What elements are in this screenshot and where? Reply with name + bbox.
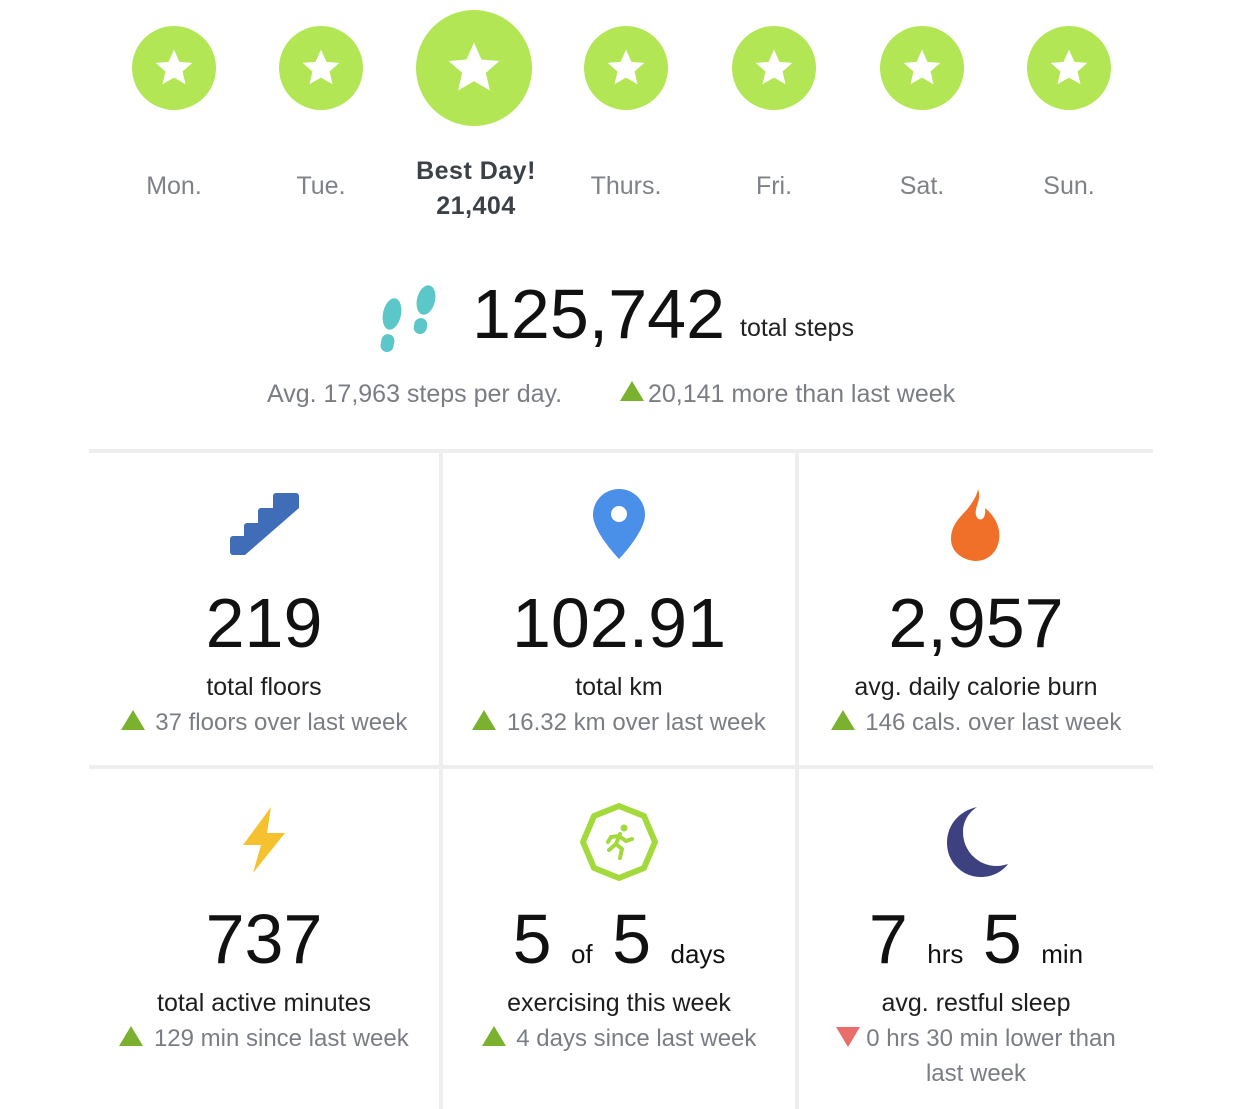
sleep-comparison-text: 0 hrs 30 min lower than last week <box>866 1025 1116 1087</box>
sleep-minutes-unit: min <box>1041 939 1084 969</box>
goal-star-badge <box>132 26 216 110</box>
best-day-label: Best Day! <box>416 157 536 185</box>
sleep-hours-unit: hrs <box>927 939 964 969</box>
footsteps-icon <box>380 285 436 353</box>
day-label: Fri. <box>755 172 793 200</box>
goal-star-badge <box>279 26 363 110</box>
exercise-runner-icon <box>580 803 658 881</box>
exercise-days-goal: 5 <box>612 900 652 978</box>
floors-label: total floors <box>206 673 322 701</box>
exercise-days-comparison: 4 days since last week <box>443 1021 795 1056</box>
distance-comparison: 16.32 km over last week <box>443 705 795 740</box>
trend-up-icon <box>830 709 855 730</box>
stat-icon-wrap <box>799 805 1153 879</box>
stats-grid: 219 total floors 37 floors over last wee… <box>89 449 1153 1109</box>
star-icon <box>155 49 193 85</box>
active-minutes-label: total active minutes <box>157 989 371 1017</box>
calories-comparison-text: 146 cals. over last week <box>865 709 1122 736</box>
exercise-days-comparison-text: 4 days since last week <box>516 1025 757 1052</box>
grid-divider <box>795 449 799 1109</box>
weekly-goal-row: Mon. Tue. Best Day! 21,404 Thurs. Fri. S… <box>0 0 1242 240</box>
day-mon[interactable]: Mon. <box>132 26 216 226</box>
day-label: Sat. <box>899 172 945 200</box>
stat-icon-wrap <box>443 487 795 561</box>
stat-icon-wrap <box>89 805 439 875</box>
day-label: Thurs. <box>590 172 662 200</box>
stat-floors[interactable]: 219 total floors 37 floors over last wee… <box>89 453 439 765</box>
sleep-label: avg. restful sleep <box>881 989 1071 1017</box>
active-minutes-comparison: 129 min since last week <box>89 1021 439 1056</box>
exercise-days-unit: days <box>670 939 726 969</box>
total-steps-summary: 125,742 total steps <box>0 270 1242 360</box>
exercise-days-label: exercising this week <box>507 989 731 1017</box>
trend-down-icon <box>836 1026 861 1047</box>
day-thu[interactable]: Thurs. <box>584 26 668 226</box>
star-icon <box>448 42 500 91</box>
floors-value: 219 <box>205 584 323 662</box>
star-icon <box>302 49 340 85</box>
sleep-value: 7 hrs 5 min <box>799 899 1153 979</box>
trend-up-icon <box>472 709 497 730</box>
stat-exercise-days[interactable]: 5 of 5 days exercising this week 4 days … <box>443 769 795 1109</box>
trend-up-icon <box>620 381 644 402</box>
day-wed-best[interactable]: Best Day! 21,404 <box>416 10 535 230</box>
stat-icon-wrap <box>89 491 439 557</box>
grid-divider <box>439 449 443 1109</box>
star-icon <box>1050 49 1088 85</box>
exercise-days-count: 5 <box>512 900 552 978</box>
floors-comparison: 37 floors over last week <box>89 705 439 740</box>
trend-up-icon <box>481 1025 506 1046</box>
star-icon <box>903 49 941 85</box>
active-minutes-comparison-text: 129 min since last week <box>153 1025 409 1052</box>
active-minutes-value: 737 <box>205 900 323 978</box>
day-label: Mon. <box>146 172 202 200</box>
steps-comparison-text: 20,141 more than last week <box>648 380 956 408</box>
exercise-of-label: of <box>570 939 593 969</box>
grid-divider <box>89 449 1153 453</box>
trend-up-icon <box>120 709 145 730</box>
distance-comparison-text: 16.32 km over last week <box>506 709 766 736</box>
total-steps-unit: total steps <box>740 314 854 342</box>
calories-comparison: 146 cals. over last week <box>799 705 1153 740</box>
location-pin-icon <box>593 489 645 559</box>
goal-star-badge <box>732 26 816 110</box>
avg-steps-text: Avg. 17,963 steps per day. <box>267 380 563 408</box>
exercise-days-value: 5 of 5 days <box>443 899 795 979</box>
day-label: Sun. <box>1043 172 1095 200</box>
day-sat[interactable]: Sat. <box>880 26 964 226</box>
floors-comparison-text: 37 floors over last week <box>155 709 408 736</box>
star-icon <box>755 49 793 85</box>
sleep-hours: 7 <box>868 900 908 978</box>
sleep-comparison: 0 hrs 30 min lower than last week <box>819 1021 1133 1091</box>
best-day-value: 21,404 <box>436 192 516 220</box>
trend-up-icon <box>119 1025 144 1046</box>
star-icon <box>607 49 645 85</box>
grid-divider <box>89 765 1153 769</box>
flame-icon <box>951 489 1000 561</box>
stat-sleep[interactable]: 7 hrs 5 min avg. restful sleep 0 hrs 30 … <box>799 769 1153 1109</box>
day-label: Tue. <box>296 172 346 200</box>
sleep-minutes: 5 <box>982 900 1022 978</box>
distance-value: 102.91 <box>511 584 727 662</box>
calories-value: 2,957 <box>888 584 1064 662</box>
total-steps-value: 125,742 <box>472 275 726 353</box>
stat-active-minutes[interactable]: 737 total active minutes 129 min since l… <box>89 769 439 1109</box>
day-fri[interactable]: Fri. <box>732 26 816 226</box>
stat-calories[interactable]: 2,957 avg. daily calorie burn 146 cals. … <box>799 453 1153 765</box>
day-tue[interactable]: Tue. <box>279 26 363 226</box>
distance-label: total km <box>575 673 663 701</box>
calories-label: avg. daily calorie burn <box>854 673 1098 701</box>
stat-icon-wrap <box>443 803 795 881</box>
steps-comparison: 20,141 more than last week <box>620 380 955 409</box>
lightning-bolt-icon <box>243 807 285 873</box>
stat-icon-wrap <box>799 487 1153 563</box>
goal-star-badge <box>880 26 964 110</box>
goal-star-badge <box>584 26 668 110</box>
goal-star-badge <box>1027 26 1111 110</box>
moon-icon <box>947 807 1008 877</box>
stairs-icon <box>230 493 299 555</box>
stat-distance[interactable]: 102.91 total km 16.32 km over last week <box>443 453 795 765</box>
day-sun[interactable]: Sun. <box>1027 26 1111 226</box>
goal-star-badge <box>416 10 532 126</box>
